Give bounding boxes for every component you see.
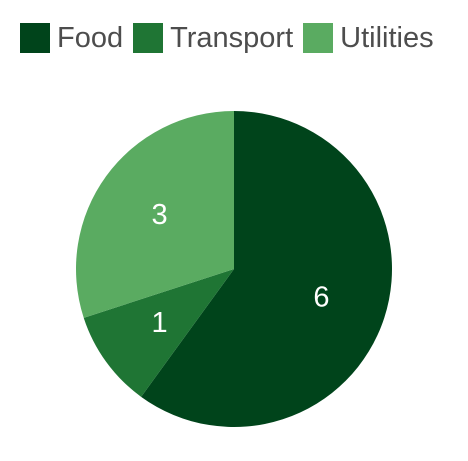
- legend-item-transport: Transport: [133, 23, 293, 53]
- legend-label-utilities: Utilities: [340, 21, 434, 54]
- pie-slice-utilities: [75, 111, 234, 318]
- chart-legend: Food Transport Utilities: [20, 18, 468, 58]
- pie-slice-value-utilities: 3: [152, 199, 168, 231]
- pie-slice-value-transport: 1: [152, 307, 168, 339]
- legend-swatch-food: [20, 23, 50, 53]
- legend-item-utilities: Utilities: [303, 21, 434, 54]
- pie-slice-transport: [83, 269, 235, 397]
- legend-swatch-transport: [133, 23, 164, 53]
- legend-swatch-utilities: [303, 23, 334, 53]
- pie-slice-food: [141, 111, 392, 427]
- pie-slice-value-food: 6: [313, 281, 329, 313]
- legend-label-transport: Transport: [170, 21, 294, 54]
- legend-label-food: Food: [57, 21, 124, 54]
- legend-item-food: Food: [20, 23, 123, 53]
